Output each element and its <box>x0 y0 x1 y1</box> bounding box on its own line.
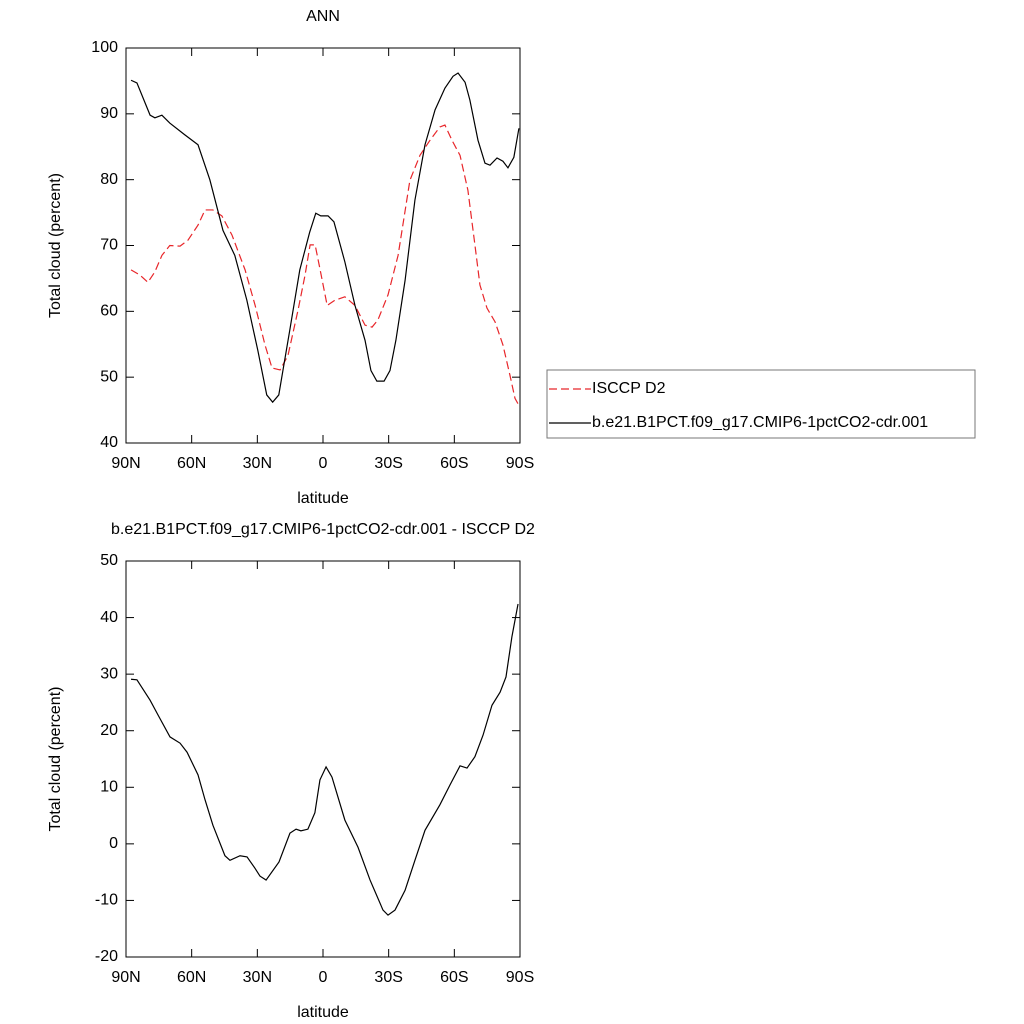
y-tick-label: 60 <box>100 303 118 320</box>
x-tick-label: 60N <box>177 455 206 472</box>
x-tick-label: 0 <box>319 455 328 472</box>
x-tick-label: 60S <box>440 455 468 472</box>
x-tick-label: 30N <box>243 455 272 472</box>
chart-title: ANN <box>306 8 340 25</box>
y-tick-label: 20 <box>100 722 118 739</box>
y-tick-label: -10 <box>95 892 118 909</box>
plot-frame <box>125 47 521 444</box>
x-tick-label: 30N <box>243 969 272 986</box>
data-line <box>130 124 520 406</box>
y-tick-label: -20 <box>95 948 118 965</box>
chart-title: b.e21.B1PCT.f09_g17.CMIP6-1pctCO2-cdr.00… <box>111 521 535 538</box>
x-tick-label: 90S <box>506 969 534 986</box>
y-tick-label: 50 <box>100 368 118 385</box>
legend-label: b.e21.B1PCT.f09_g17.CMIP6-1pctCO2-cdr.00… <box>592 414 928 431</box>
y-axis-label: Total cloud (percent) <box>47 173 64 318</box>
legend-label: ISCCP D2 <box>592 380 666 397</box>
x-tick-label: 30S <box>374 455 402 472</box>
y-tick-label: 80 <box>100 171 118 188</box>
x-tick-label: 90S <box>506 455 534 472</box>
x-tick-label: 60S <box>440 969 468 986</box>
y-tick-label: 10 <box>100 779 118 796</box>
y-tick-label: 100 <box>91 39 118 56</box>
y-tick-label: 40 <box>100 609 118 626</box>
y-axis-label: Total cloud (percent) <box>47 687 64 832</box>
y-tick-label: 30 <box>100 665 118 682</box>
y-tick-label: 90 <box>100 105 118 122</box>
x-tick-label: 0 <box>319 969 328 986</box>
y-tick-label: 40 <box>100 434 118 451</box>
x-tick-label: 90N <box>111 969 140 986</box>
data-line <box>130 603 519 916</box>
x-tick-label: 60N <box>177 969 206 986</box>
x-tick-label: 90N <box>111 455 140 472</box>
y-tick-label: 70 <box>100 237 118 254</box>
y-tick-label: 50 <box>100 552 118 569</box>
x-tick-label: 30S <box>374 969 402 986</box>
data-line <box>130 72 520 404</box>
y-tick-label: 0 <box>109 835 118 852</box>
x-axis-label: latitude <box>297 490 349 507</box>
legend-box <box>546 369 976 439</box>
x-axis-label: latitude <box>297 1004 349 1021</box>
plot-frame <box>125 560 521 958</box>
